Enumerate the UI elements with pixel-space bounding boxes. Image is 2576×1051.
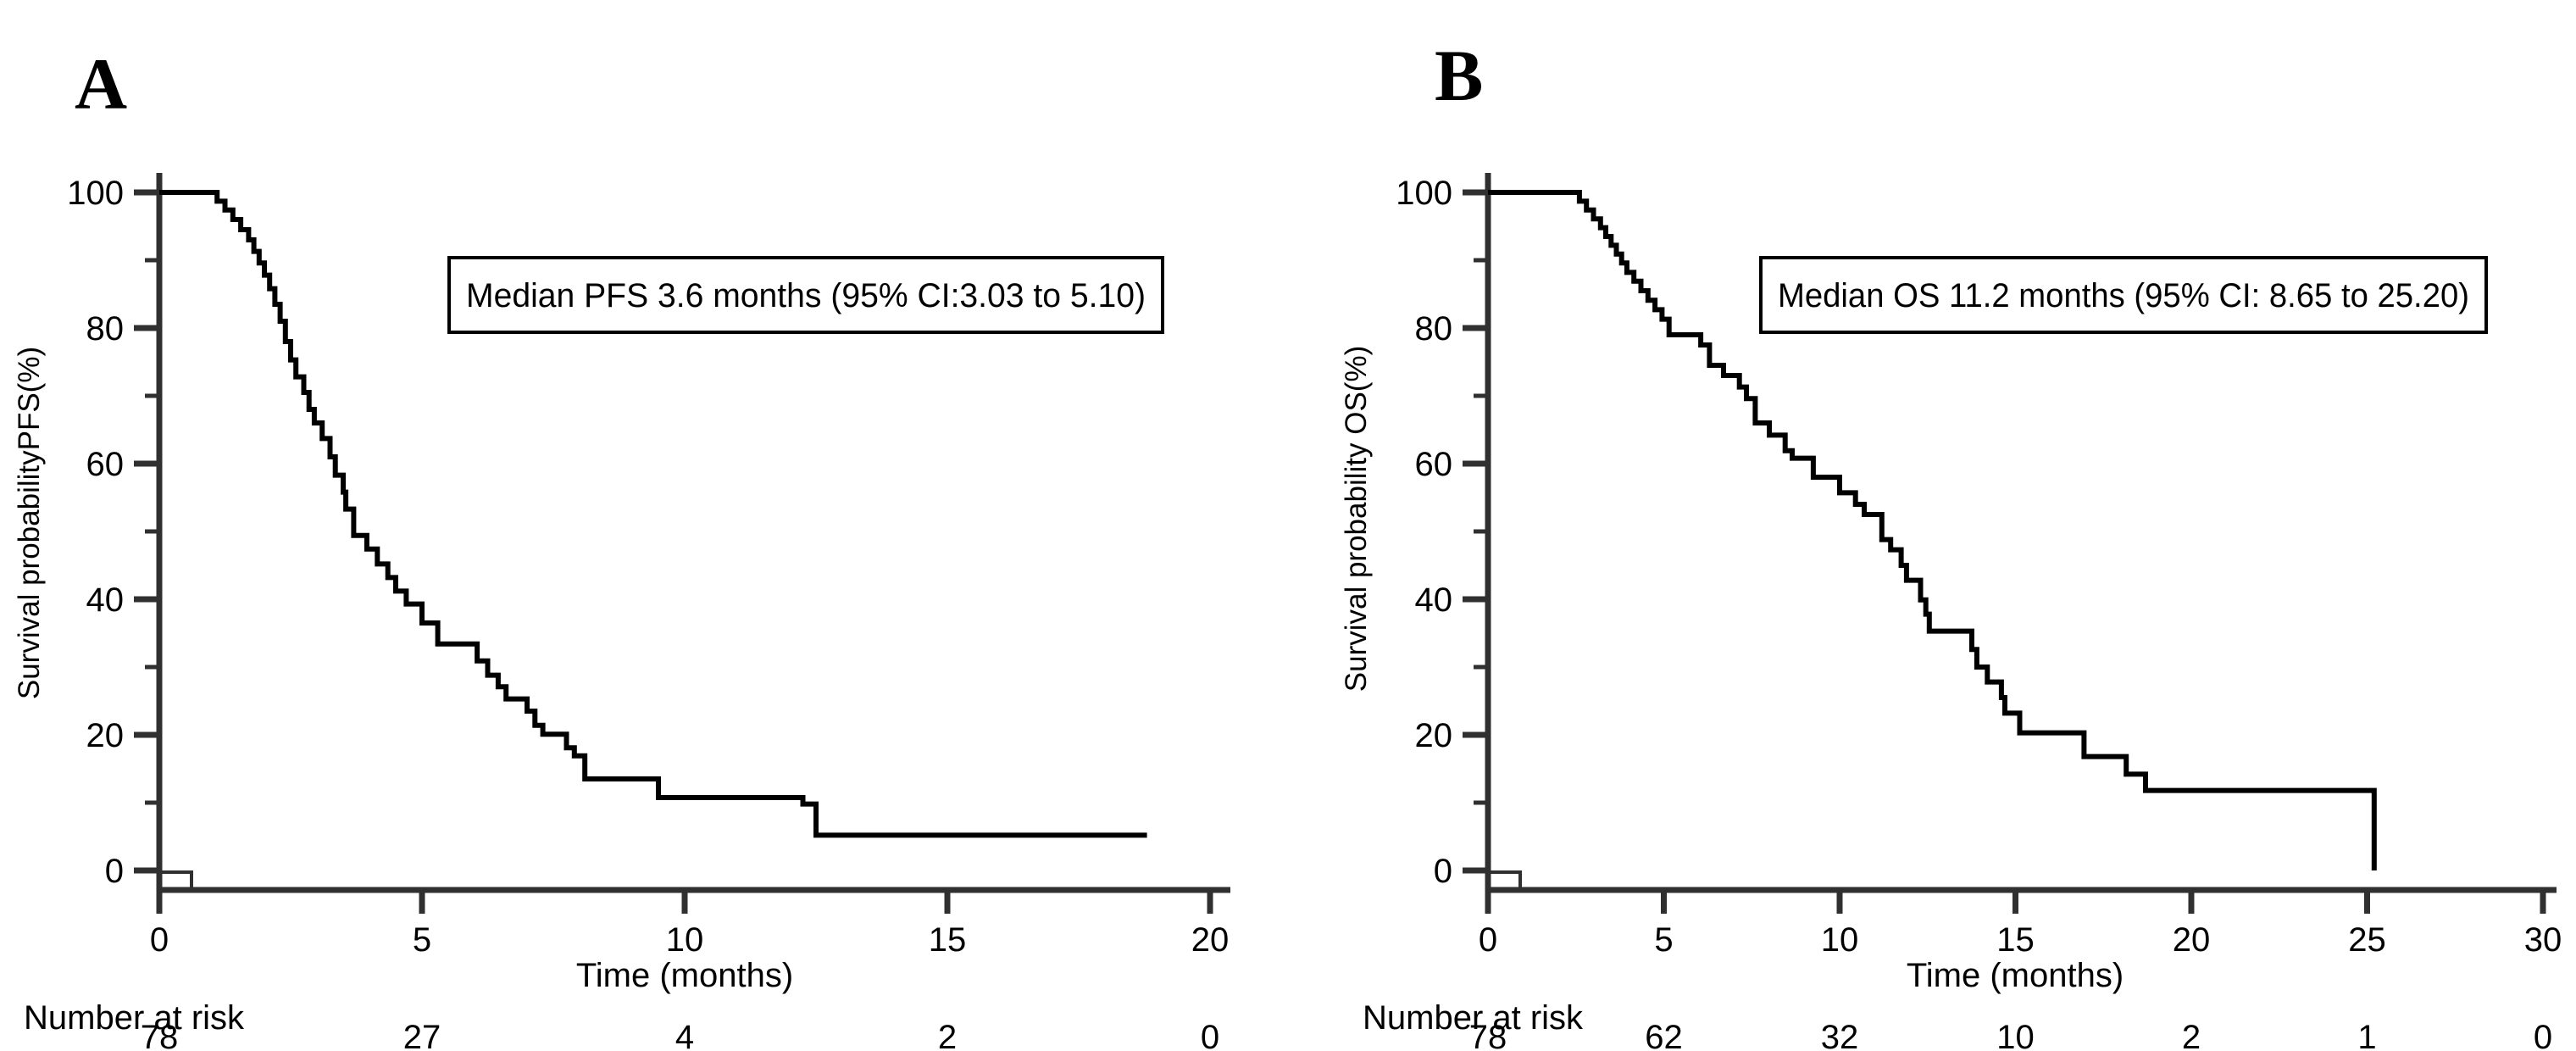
risk-count: 62 [1645,1019,1683,1051]
x-tick-label: 0 [150,921,169,959]
y-axis-title: Survival probabilityPFS(%) [13,347,46,699]
annotation-text: Median OS 11.2 months (95% CI: 8.65 to 2… [1778,277,2469,314]
y-tick-label: 60 [1415,446,1453,483]
x-axis-title: Time (months) [1907,957,2124,994]
risk-count: 1 [2357,1019,2376,1051]
annotation-box [1759,256,2488,334]
y-tick-label: 80 [86,310,125,348]
x-tick-label: 30 [2524,921,2562,959]
risk-count: 78 [141,1019,179,1051]
plot-area: 0 20 40 60 80 100 0 78 5 27 10 4 15 2 20 0 [67,173,1230,1051]
risk-count: 2 [2182,1019,2201,1051]
y-tick-label: 60 [86,446,125,483]
risk-count: 10 [1996,1019,2035,1051]
annotation-text: Median PFS 3.6 months (95% CI:3.03 to 5.… [466,277,1146,314]
annotation-box [447,256,1164,334]
x-tick-label: 15 [1996,921,2035,959]
origin-notch [1491,870,1522,890]
plot-area: 0 20 40 60 80 100 0 78 5 62 10 32 15 10 20 2 25 1 30 0 [1396,173,2562,1051]
risk-count: 27 [403,1019,441,1051]
y-tick-label: 100 [1396,175,1452,212]
x-tick-label: 25 [2348,921,2386,959]
x-tick-label: 20 [1191,921,1230,959]
y-tick-label: 0 [105,853,124,890]
x-tick-label: 15 [929,921,967,959]
y-tick-label: 20 [1415,717,1453,754]
risk-count: 78 [1469,1019,1507,1051]
panel-os: B Survival probability OS(%) 02040608010… [1340,35,2562,1051]
number-at-risk-label: Number at risk [1363,999,1584,1037]
risk-count: 2 [938,1019,957,1051]
x-tick-label: 5 [413,921,431,959]
panel-pfs: A Survival probabilityPFS(%) 02040608010… [13,43,1230,1051]
x-tick-label: 0 [1479,921,1497,959]
x-tick-label: 5 [1654,921,1673,959]
km-curve [159,190,1147,838]
panel-letter: B [1435,35,1483,116]
y-tick-label: 40 [86,581,125,619]
risk-count: 4 [675,1019,694,1051]
km-curve [1488,190,2377,870]
risk-count: 32 [1821,1019,1859,1051]
y-tick-label: 80 [1415,310,1453,348]
number-at-risk-label: Number at risk [24,999,245,1037]
y-tick-label: 40 [1415,581,1453,619]
panel-letter: A [75,43,127,125]
y-axis-title: Survival probability OS(%) [1340,346,1373,692]
y-tick-label: 0 [1434,853,1452,890]
x-tick-label: 10 [666,921,704,959]
x-axis-title: Time (months) [576,957,793,994]
origin-notch [162,870,193,890]
risk-count: 0 [1201,1019,1219,1051]
y-tick-label: 100 [67,175,124,212]
x-tick-label: 20 [2173,921,2211,959]
x-tick-label: 10 [1821,921,1859,959]
y-tick-label: 20 [86,717,125,754]
risk-count: 0 [2534,1019,2552,1051]
